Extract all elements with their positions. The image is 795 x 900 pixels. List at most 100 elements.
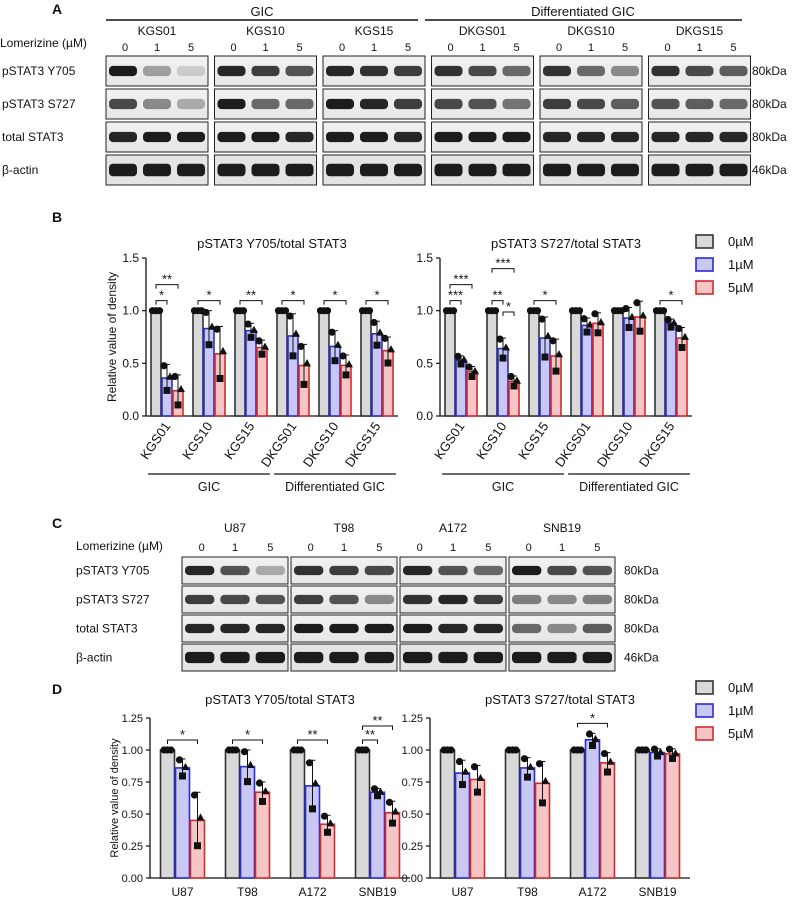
blot-band (394, 163, 422, 177)
significance-bracket (491, 268, 515, 273)
group-label-gic: GIC (250, 4, 273, 19)
dose-label: 0 (308, 542, 314, 554)
significance-bracket (239, 300, 263, 305)
bar (159, 749, 176, 879)
data-point (190, 791, 199, 799)
band-size-label: 80kDa (624, 622, 659, 636)
blot-band (543, 131, 571, 143)
bar (234, 309, 246, 417)
dose-label: 0 (339, 42, 345, 54)
significance-label: * (206, 288, 211, 303)
legend-label: 1µM (728, 257, 754, 272)
y-tick-label: 0.00 (122, 873, 143, 885)
significance-label: ** (246, 288, 256, 303)
data-point (681, 332, 689, 340)
data-point (539, 799, 546, 807)
x-tick-label: DKGS15 (342, 419, 384, 470)
dose-label: 1 (232, 542, 238, 554)
dose-label: 5 (513, 42, 519, 54)
data-point (510, 382, 518, 390)
blot-band (255, 651, 285, 664)
blot-band (651, 65, 680, 77)
x-tick-label: KGS01 (431, 419, 467, 462)
y-tick-label: 0.75 (122, 777, 143, 789)
y-tick-label: 0.25 (122, 841, 143, 853)
data-point (589, 742, 596, 750)
significance-label: ** (365, 727, 375, 742)
data-point (654, 752, 661, 760)
dose-label: 0 (230, 42, 236, 54)
significance-bracket (502, 311, 515, 317)
data-point (179, 772, 186, 780)
cell-line-label: DKGS10 (567, 24, 615, 38)
significance-label: * (290, 288, 295, 303)
bar (289, 749, 306, 879)
blot-band (403, 651, 433, 664)
y-tick-label: 1.0 (416, 304, 433, 318)
bar (439, 749, 456, 879)
blot-row-label: total STAT3 (2, 130, 64, 144)
chart-title: pSTAT3 Y705/total STAT3 (205, 692, 355, 707)
blot-band (143, 98, 171, 110)
bar (150, 309, 162, 417)
data-point (373, 341, 381, 349)
significance-label: * (332, 288, 337, 303)
group-label-dgic: Differentiated GIC (531, 4, 635, 19)
blot-row-label: pSTAT3 Y705 (2, 64, 76, 78)
legend-swatch (695, 703, 714, 718)
blot-row-label: pSTAT3 Y705 (76, 564, 150, 578)
blot-band (251, 131, 280, 143)
blot-band (294, 623, 324, 634)
blot-band (438, 651, 468, 664)
data-point (246, 760, 255, 768)
significance-bracket (362, 739, 378, 744)
blot-band (220, 651, 250, 664)
bar (354, 749, 371, 879)
data-point (538, 315, 546, 323)
blot-band (326, 163, 354, 177)
data-point (345, 360, 353, 368)
bar (623, 317, 635, 417)
data-point (232, 746, 240, 754)
panel-label-b: B (52, 209, 62, 225)
bar (192, 309, 204, 417)
blot-band (438, 623, 468, 634)
cell-line-label: SNB19 (543, 521, 581, 535)
blot-band (220, 565, 250, 576)
legend-swatch (695, 234, 714, 249)
data-point (575, 307, 584, 315)
blot-band (685, 163, 714, 177)
data-point (585, 730, 594, 738)
data-point (591, 310, 599, 318)
significance-bracket (297, 739, 328, 744)
bar (664, 753, 681, 879)
blot-band (360, 131, 388, 143)
dose-label: 0 (447, 42, 453, 54)
bar (612, 309, 624, 417)
blot-band (109, 163, 137, 177)
blot-band (468, 98, 497, 110)
data-point (326, 819, 335, 827)
data-point (541, 776, 550, 785)
data-point (255, 779, 264, 787)
bar (174, 767, 191, 879)
data-point (470, 763, 479, 771)
blot-band (577, 131, 605, 143)
blot-band (468, 163, 497, 177)
x-tick-label: T98 (517, 885, 538, 899)
bar (256, 346, 268, 417)
significance-bracket (167, 739, 198, 744)
blot-band (360, 163, 388, 177)
data-point (636, 327, 644, 335)
x-tick-label: DKGS01 (258, 419, 300, 470)
blot-band (285, 131, 314, 143)
x-tick-label: U87 (451, 885, 473, 899)
blot-band (473, 594, 503, 605)
data-point (671, 749, 680, 757)
significance-label: * (180, 727, 185, 742)
x-tick-label: SNB19 (638, 885, 676, 899)
blot-band (547, 565, 577, 576)
data-point (507, 372, 515, 381)
bar (665, 322, 677, 417)
blot-band (582, 565, 612, 576)
